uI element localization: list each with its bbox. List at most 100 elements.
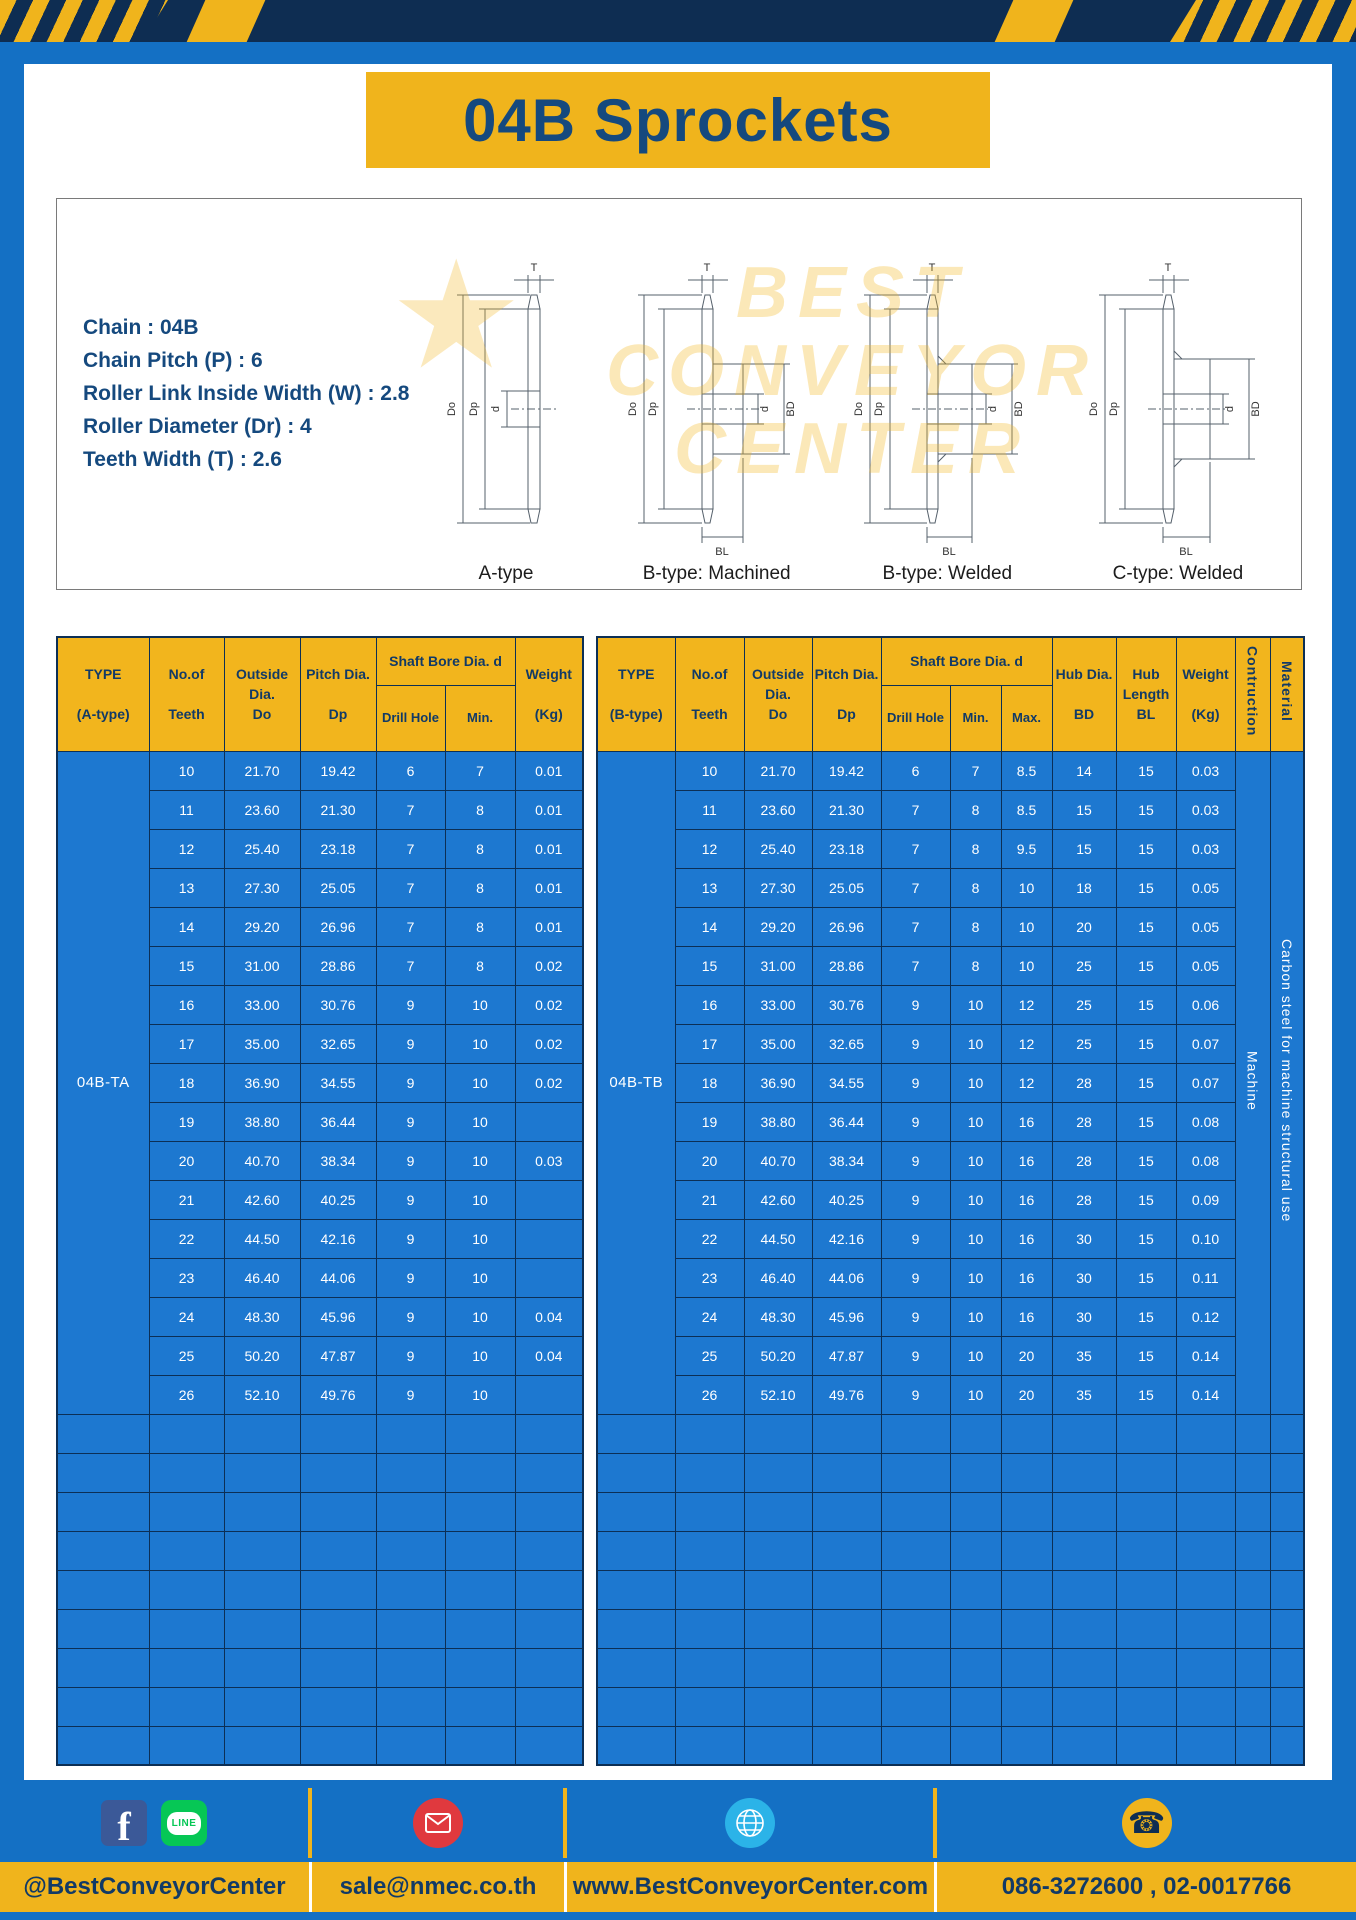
data-cell: 45.96 (299, 1296, 377, 1337)
data-cell: 0.01 (514, 906, 584, 947)
diagram-b-type-welded: T Do Dp d BD BL B-type: Welded (832, 259, 1062, 585)
data-cell: 49.76 (299, 1374, 377, 1415)
empty-cell (1175, 1530, 1236, 1571)
data-cell: 48.30 (743, 1296, 813, 1337)
dim-d-label: d (1224, 406, 1236, 412)
empty-cell (299, 1686, 377, 1727)
spec-line-pitch: Chain Pitch (P) : 6 (83, 349, 263, 372)
empty-cell (1269, 1452, 1305, 1493)
empty-cell (880, 1491, 951, 1532)
col-header-shaft-bore: Shaft Bore Dia. d (880, 636, 1053, 686)
data-cell: 10 (949, 1179, 1002, 1220)
empty-cell (299, 1413, 377, 1454)
empty-cell (514, 1413, 584, 1454)
empty-cell (596, 1608, 676, 1649)
empty-cell (949, 1686, 1002, 1727)
empty-cell (299, 1725, 377, 1766)
col-header-min: Min. (444, 684, 516, 752)
footer-phone-section: ☎ (937, 1788, 1356, 1858)
data-cell: 30.76 (299, 984, 377, 1025)
empty-cell (299, 1647, 377, 1688)
diagram-b-type-machined: T Do Dp d BD BL B-type: Machined (602, 259, 832, 585)
dim-dp-label: Dp (468, 402, 480, 416)
data-cell: 8 (444, 906, 516, 947)
top-decorative-bar (0, 0, 1356, 42)
empty-cell (880, 1569, 951, 1610)
empty-cell (880, 1725, 951, 1766)
data-cell: 44.06 (811, 1257, 882, 1298)
empty-cell (1051, 1530, 1117, 1571)
data-cell: 28.86 (299, 945, 377, 986)
empty-cell (596, 1569, 676, 1610)
dim-bd-label: BD (1250, 401, 1262, 416)
empty-cell (1051, 1725, 1117, 1766)
empty-cell (148, 1608, 225, 1649)
data-cell: 10 (949, 1257, 1002, 1298)
data-cell: 7 (880, 945, 951, 986)
data-cell: 30 (1051, 1257, 1117, 1298)
data-cell: 23.18 (299, 828, 377, 869)
empty-cell (596, 1725, 676, 1766)
data-cell: 15 (1115, 1218, 1177, 1259)
empty-cell (444, 1647, 516, 1688)
empty-cell (1175, 1686, 1236, 1727)
empty-cell (299, 1569, 377, 1610)
data-cell: 10 (148, 750, 225, 791)
page-title: 04B Sprockets (463, 86, 893, 154)
data-row: 11 23.60 21.30 7 8 0.01 (57, 789, 584, 830)
spec-line-roller-width: Roller Link Inside Width (W) : 2.8 (83, 382, 410, 405)
empty-cell (811, 1608, 882, 1649)
data-cell: 8 (949, 828, 1002, 869)
data-cell: 25 (674, 1335, 745, 1376)
empty-cell (1175, 1647, 1236, 1688)
empty-cell (375, 1491, 446, 1532)
data-cell: 28 (1051, 1179, 1117, 1220)
empty-cell (56, 1569, 150, 1610)
empty-cell (811, 1530, 882, 1571)
data-cell: 8 (444, 867, 516, 908)
empty-cell (375, 1452, 446, 1493)
data-cell: 42.60 (743, 1179, 813, 1220)
data-cell: 0.01 (514, 789, 584, 830)
data-cell: 44.50 (743, 1218, 813, 1259)
empty-cell (1051, 1413, 1117, 1454)
data-cell: 8 (949, 789, 1002, 830)
data-cell: 15 (1115, 945, 1177, 986)
data-cell: 10 (444, 1218, 516, 1259)
data-cell: 9 (880, 1374, 951, 1415)
hazard-stripes-left (0, 0, 168, 42)
data-cell: 27.30 (223, 867, 301, 908)
data-cell: 26.96 (299, 906, 377, 947)
data-cell: 22 (148, 1218, 225, 1259)
empty-cell (223, 1725, 301, 1766)
empty-cell (514, 1647, 584, 1688)
empty-row (596, 1452, 1305, 1493)
dim-bl-label: BL (715, 546, 728, 558)
empty-row (56, 1686, 584, 1727)
data-cell: 6 (375, 750, 446, 791)
col-header-type: TYPE (A-type) (56, 636, 150, 752)
data-cell: 25.05 (299, 867, 377, 908)
data-cell: 36.90 (223, 1062, 301, 1103)
data-cell: 35 (1051, 1374, 1117, 1415)
data-cell: 18 (148, 1062, 225, 1103)
data-cell: 0.03 (1175, 828, 1236, 869)
empty-cell (1269, 1413, 1305, 1454)
empty-cell (811, 1413, 882, 1454)
empty-cell (1234, 1725, 1271, 1766)
data-cell: 36.44 (811, 1101, 882, 1142)
empty-cell (1051, 1569, 1117, 1610)
empty-cell (743, 1452, 813, 1493)
empty-row (56, 1647, 584, 1688)
data-cell (514, 1374, 584, 1415)
data-cell: 15 (1051, 828, 1117, 869)
empty-cell (514, 1686, 584, 1727)
data-cell: 0.11 (1175, 1257, 1236, 1298)
empty-cell (743, 1530, 813, 1571)
empty-cell (1000, 1530, 1053, 1571)
col-header-construction: Contruction (1234, 636, 1271, 752)
empty-cell (1269, 1725, 1305, 1766)
data-cell: 7 (375, 867, 446, 908)
data-cell (514, 1101, 584, 1142)
col-header-drill-hole: Drill Hole (375, 684, 446, 752)
